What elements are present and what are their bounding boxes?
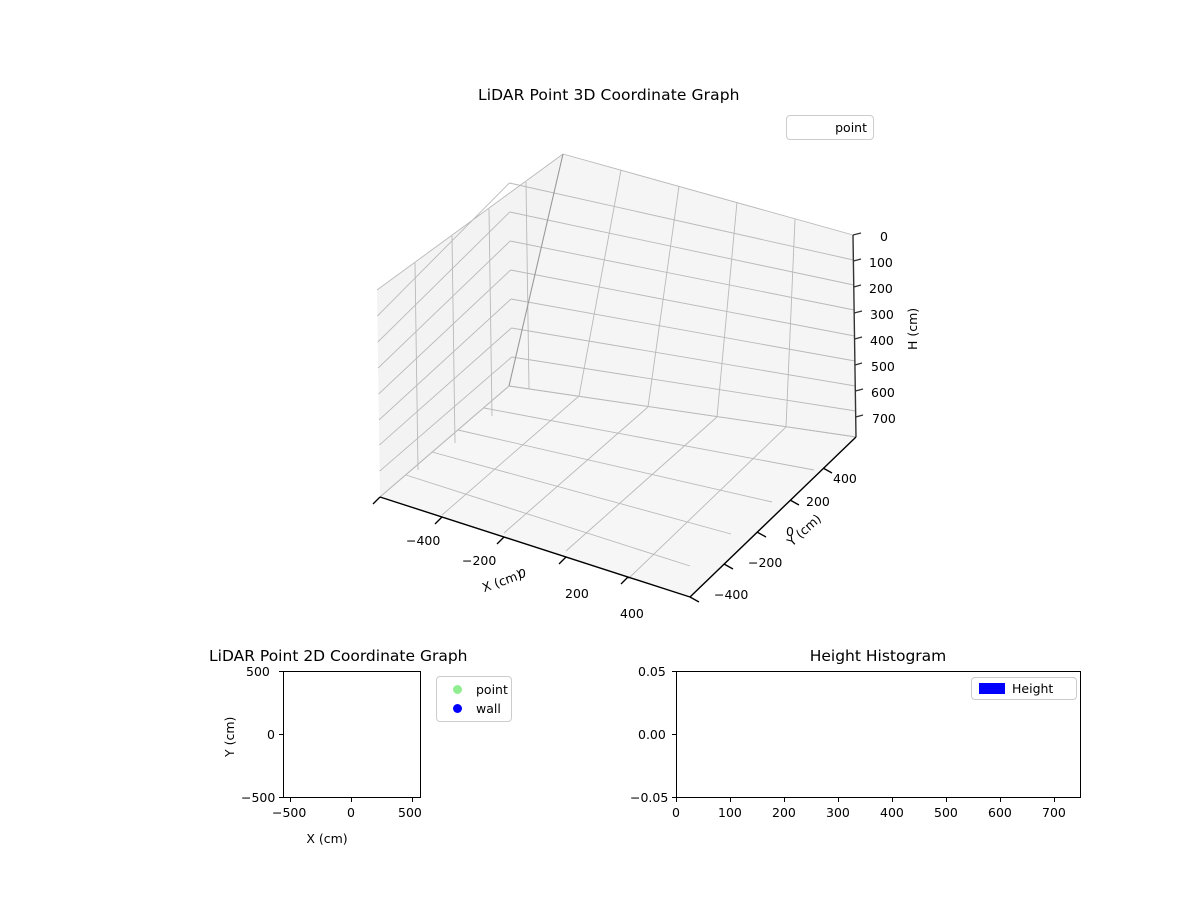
plot3d-xtick-4: 400 (620, 606, 644, 621)
histogram-title: Height Histogram (809, 647, 947, 665)
histogram-xtick-mark-5 (946, 798, 948, 802)
plot3d-ztick-3: 300 (870, 307, 894, 322)
axis-spines-3d (379, 436, 857, 598)
histogram-ytick-mark-1 (672, 734, 676, 736)
legend-item-point[interactable]: point (442, 680, 508, 699)
grid-corner-edges (508, 153, 564, 387)
plot3d-title: LiDAR Point 3D Coordinate Graph (478, 86, 740, 104)
plot3d-ytick-4: 400 (833, 471, 857, 486)
plot3d-ztick-4: 400 (870, 333, 894, 348)
plot3d-xtick-2: 0 (518, 566, 526, 581)
legend-label-point: point (835, 120, 867, 135)
axis-spine-z (852, 234, 857, 438)
plot3d-legend[interactable]: point (786, 115, 874, 140)
histogram-xtick-mark-4 (892, 798, 894, 802)
point-marker-icon (801, 123, 831, 132)
plot2d-xtick-mark-1 (351, 798, 353, 802)
plot2d-xlabel: X (cm) (306, 831, 348, 846)
histogram-xtick-mark-3 (838, 798, 840, 802)
plot2d-ytick-0: 500 (246, 664, 270, 679)
plot3d-ytick-1: −200 (748, 555, 783, 570)
legend-item-height[interactable]: Height (976, 680, 1072, 697)
histogram-ytick-mark-2 (672, 797, 676, 799)
histogram-xtick-mark-6 (1000, 798, 1002, 802)
histogram-ytick-0: 0.05 (638, 664, 666, 679)
legend-item-point[interactable]: point (793, 118, 867, 137)
grid-lines-3d (376, 153, 857, 598)
histogram-xtick-6: 600 (988, 805, 1012, 820)
plot3d-xtick-0: −400 (406, 533, 441, 548)
legend-label-height: Height (1012, 681, 1054, 696)
plot3d-ztick-0: 0 (880, 229, 888, 244)
plot2d-ytick-mark-1 (279, 734, 283, 736)
histogram-xtick-0: 0 (672, 805, 680, 820)
histogram-xtick-3: 300 (826, 805, 850, 820)
legend-item-wall[interactable]: wall (442, 699, 506, 718)
histogram-ytick-1: 0.00 (638, 727, 666, 742)
plot3d-ztick-5: 500 (871, 359, 895, 374)
histogram-xtick-1: 100 (718, 805, 742, 820)
axes3d-svg (372, 153, 864, 603)
histogram-xtick-mark-2 (784, 798, 786, 802)
plot3d-ytick-0: −400 (714, 587, 749, 602)
histogram-xtick-5: 500 (934, 805, 958, 820)
legend-label-point: point (476, 682, 508, 697)
plot3d-ytick-3: 200 (806, 494, 830, 509)
histogram-xtick-mark-0 (676, 798, 678, 802)
pane-xz-left (377, 154, 563, 497)
histogram-xtick-7: 700 (1042, 805, 1066, 820)
plot2d-ytick-mark-0 (279, 671, 283, 673)
histogram-xtick-4: 400 (880, 805, 904, 820)
wall-marker-icon (442, 704, 472, 713)
plot3d-xtick-3: 200 (565, 586, 589, 601)
histogram-xtick-2: 200 (772, 805, 796, 820)
histogram-legend[interactable]: Height (971, 677, 1077, 700)
plot2d-xtick-mark-0 (290, 798, 292, 802)
tick-marks-x (372, 496, 629, 585)
plot3d-xtick-1: −200 (462, 553, 497, 568)
height-patch-icon (976, 683, 1008, 694)
tick-marks-y (689, 467, 833, 603)
plot3d-ztick-7: 700 (872, 411, 896, 426)
plot2d-ytick-2: −500 (241, 790, 276, 805)
plot3d-ytick-2: 0 (786, 524, 794, 539)
plot2d-xtick-mark-2 (412, 798, 414, 802)
histogram-xtick-mark-7 (1054, 798, 1056, 802)
tick-marks-z (852, 232, 864, 418)
plot3d-ztick-1: 100 (869, 255, 893, 270)
plot2d-ytick-1: 0 (267, 727, 275, 742)
legend-label-wall: wall (476, 701, 501, 716)
plot2d-ylabel: Y (cm) (222, 716, 237, 757)
plot2d-xtick-2: 500 (398, 805, 422, 820)
pane-yz-right (509, 154, 856, 437)
lidar-3d-axes[interactable] (300, 120, 920, 640)
point-marker-icon (442, 685, 472, 694)
histogram-xtick-mark-1 (730, 798, 732, 802)
plot3d-ztick-6: 600 (871, 385, 895, 400)
histogram-ytick-2: −0.05 (630, 790, 669, 805)
lidar-2d-axes[interactable] (283, 671, 421, 798)
plot3d-zlabel: H (cm) (905, 307, 920, 350)
plot2d-legend[interactable]: point wall (436, 676, 512, 722)
pane-xy-floor (380, 386, 856, 597)
histogram-ytick-mark-0 (672, 671, 676, 673)
plot3d-ztick-2: 200 (869, 281, 893, 296)
plot2d-xtick-1: 0 (347, 805, 355, 820)
plot2d-ytick-mark-2 (279, 797, 283, 799)
plot2d-xtick-0: −500 (272, 805, 307, 820)
plot2d-title: LiDAR Point 2D Coordinate Graph (209, 647, 468, 665)
